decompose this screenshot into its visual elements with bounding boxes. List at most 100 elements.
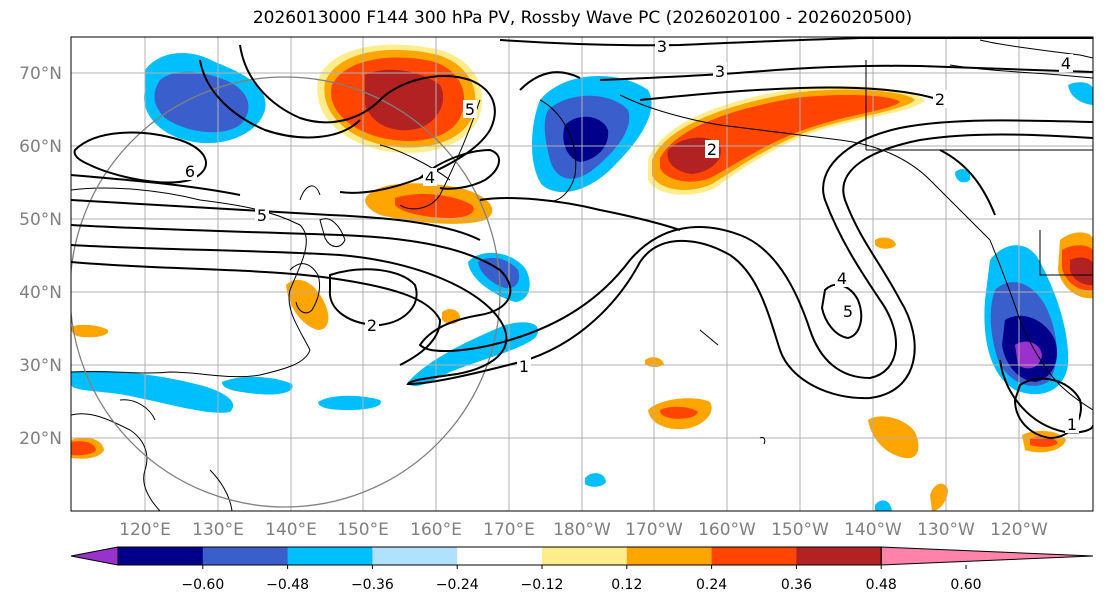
lat-tick-label: 60°N xyxy=(19,137,62,157)
contour-line xyxy=(71,261,442,366)
contour-label-halo xyxy=(713,62,727,80)
pv-positive-area xyxy=(660,95,900,182)
coastline xyxy=(71,187,311,378)
colorbar-outline xyxy=(117,546,882,566)
lon-tick-label: 120°E xyxy=(119,520,171,540)
colorbar-segment xyxy=(626,547,713,565)
lat-tick-label: 30°N xyxy=(19,356,62,376)
contour-line xyxy=(339,75,496,194)
colorbar-segment xyxy=(118,547,204,565)
contour-label: 4 xyxy=(837,269,847,288)
lon-tick-label: 170°E xyxy=(483,520,535,540)
pv-negative-area xyxy=(1068,82,1093,105)
lon-tick-label: 120°W xyxy=(990,520,1048,540)
colorbar-extend-high xyxy=(880,546,1094,566)
pv-positive-area xyxy=(365,69,444,131)
colorbar-segment xyxy=(202,547,289,565)
contour-label: 1 xyxy=(519,357,529,376)
lon-tick-label: 150°E xyxy=(337,520,389,540)
contour-label: 5 xyxy=(465,100,475,119)
colorbar xyxy=(70,546,1094,566)
lat-tick-label: 70°N xyxy=(19,64,62,84)
contour-line xyxy=(328,268,418,327)
longitude-tick-labels: 120°E 130°E 140°E 150°E 160°E 170°E 180°W 170°W… xyxy=(119,520,1048,540)
lon-tick-label: 170°W xyxy=(625,520,683,540)
pv-positive-area xyxy=(1030,436,1058,448)
coastline xyxy=(319,218,346,247)
lat-tick-label: 40°N xyxy=(19,283,62,303)
lon-tick-label: 130°W xyxy=(917,520,975,540)
contour-line xyxy=(419,148,500,190)
contour-labels: 3 3 4 2 5 4 6 5 2 4 5 1 1 2 xyxy=(183,37,1079,434)
contour-label: 4 xyxy=(425,168,435,187)
contour-label-halo xyxy=(255,206,269,224)
coastline xyxy=(399,99,481,210)
contour-line xyxy=(499,37,1093,47)
contour-label-halo xyxy=(933,90,947,108)
pv-positive-area xyxy=(868,416,919,459)
range-ring xyxy=(71,76,501,508)
colorbar-segment xyxy=(372,547,458,565)
colorbar-tick-label: −0.60 xyxy=(181,577,224,593)
contour-label-halo xyxy=(835,269,849,287)
coastline xyxy=(299,185,321,201)
contour-label: 4 xyxy=(1061,54,1071,73)
coastline xyxy=(379,144,451,181)
contour-label: 2 xyxy=(367,316,377,335)
coastline xyxy=(865,60,1093,151)
colorbar-segment xyxy=(711,547,797,565)
colorbar-tick-label: 0.12 xyxy=(611,577,642,593)
pv-negative-area xyxy=(154,71,249,133)
pv-negative-area xyxy=(1015,341,1042,369)
contour-label-halo xyxy=(423,168,437,186)
colorbar-tick-labels: −0.60 −0.48 −0.36 −0.24 −0.12 0.12 0.24 0.36 0.4… xyxy=(181,565,982,593)
colorbar-tick-label: 0.36 xyxy=(781,577,812,593)
contour-line xyxy=(71,133,1093,400)
lat-tick-label: 20°N xyxy=(19,429,62,449)
contour-label-halo xyxy=(705,140,719,158)
contour-label-halo xyxy=(365,316,379,334)
coastline xyxy=(989,239,1093,411)
colorbar-tick-label: 0.60 xyxy=(950,577,981,593)
lon-tick-label: 160°E xyxy=(410,520,462,540)
pv-negative-area xyxy=(875,500,892,511)
colorbar-segment xyxy=(287,547,373,565)
contour-line xyxy=(999,359,1093,434)
lon-tick-label: 140°E xyxy=(265,520,317,540)
pv-positive-area xyxy=(71,324,109,338)
pv-shading xyxy=(71,44,1093,511)
contour-line xyxy=(239,44,381,124)
lon-tick-label: 150°W xyxy=(771,520,829,540)
coastline xyxy=(1039,230,1093,276)
contour-line xyxy=(939,149,996,216)
colorbar-tick-label: −0.36 xyxy=(351,577,394,593)
colorbar-tick-label: −0.24 xyxy=(436,577,479,593)
coastline xyxy=(209,469,233,511)
colorbar-tick-label: 0.24 xyxy=(696,577,727,593)
contour-line xyxy=(519,71,581,91)
pv-positive-area xyxy=(395,194,474,218)
contour-label-halo xyxy=(1059,54,1073,72)
colorbar-segment xyxy=(457,547,543,565)
contour-label: 6 xyxy=(185,162,195,181)
contour-label: 1 xyxy=(1067,415,1077,434)
contour-label: 2 xyxy=(707,140,717,159)
coastline xyxy=(289,263,321,314)
lon-tick-label: 180°W xyxy=(553,520,611,540)
colorbar-segment xyxy=(542,547,628,565)
pv-negative-area xyxy=(955,169,971,183)
pv-negative-area xyxy=(222,376,293,395)
contour-label: 5 xyxy=(843,302,853,321)
coastline xyxy=(539,99,577,202)
contour-label: 5 xyxy=(257,206,267,225)
pv-positive-area xyxy=(660,406,698,419)
pv-positive-area xyxy=(1070,257,1093,286)
contour-label: 3 xyxy=(657,37,667,56)
colorbar-tick-label: −0.12 xyxy=(521,577,564,593)
pv-negative-area xyxy=(585,473,606,487)
contour-line xyxy=(199,59,361,139)
contour-label-halo xyxy=(841,302,855,320)
lon-tick-label: 130°E xyxy=(192,520,244,540)
contour-line xyxy=(479,197,681,231)
coastline xyxy=(759,437,766,445)
